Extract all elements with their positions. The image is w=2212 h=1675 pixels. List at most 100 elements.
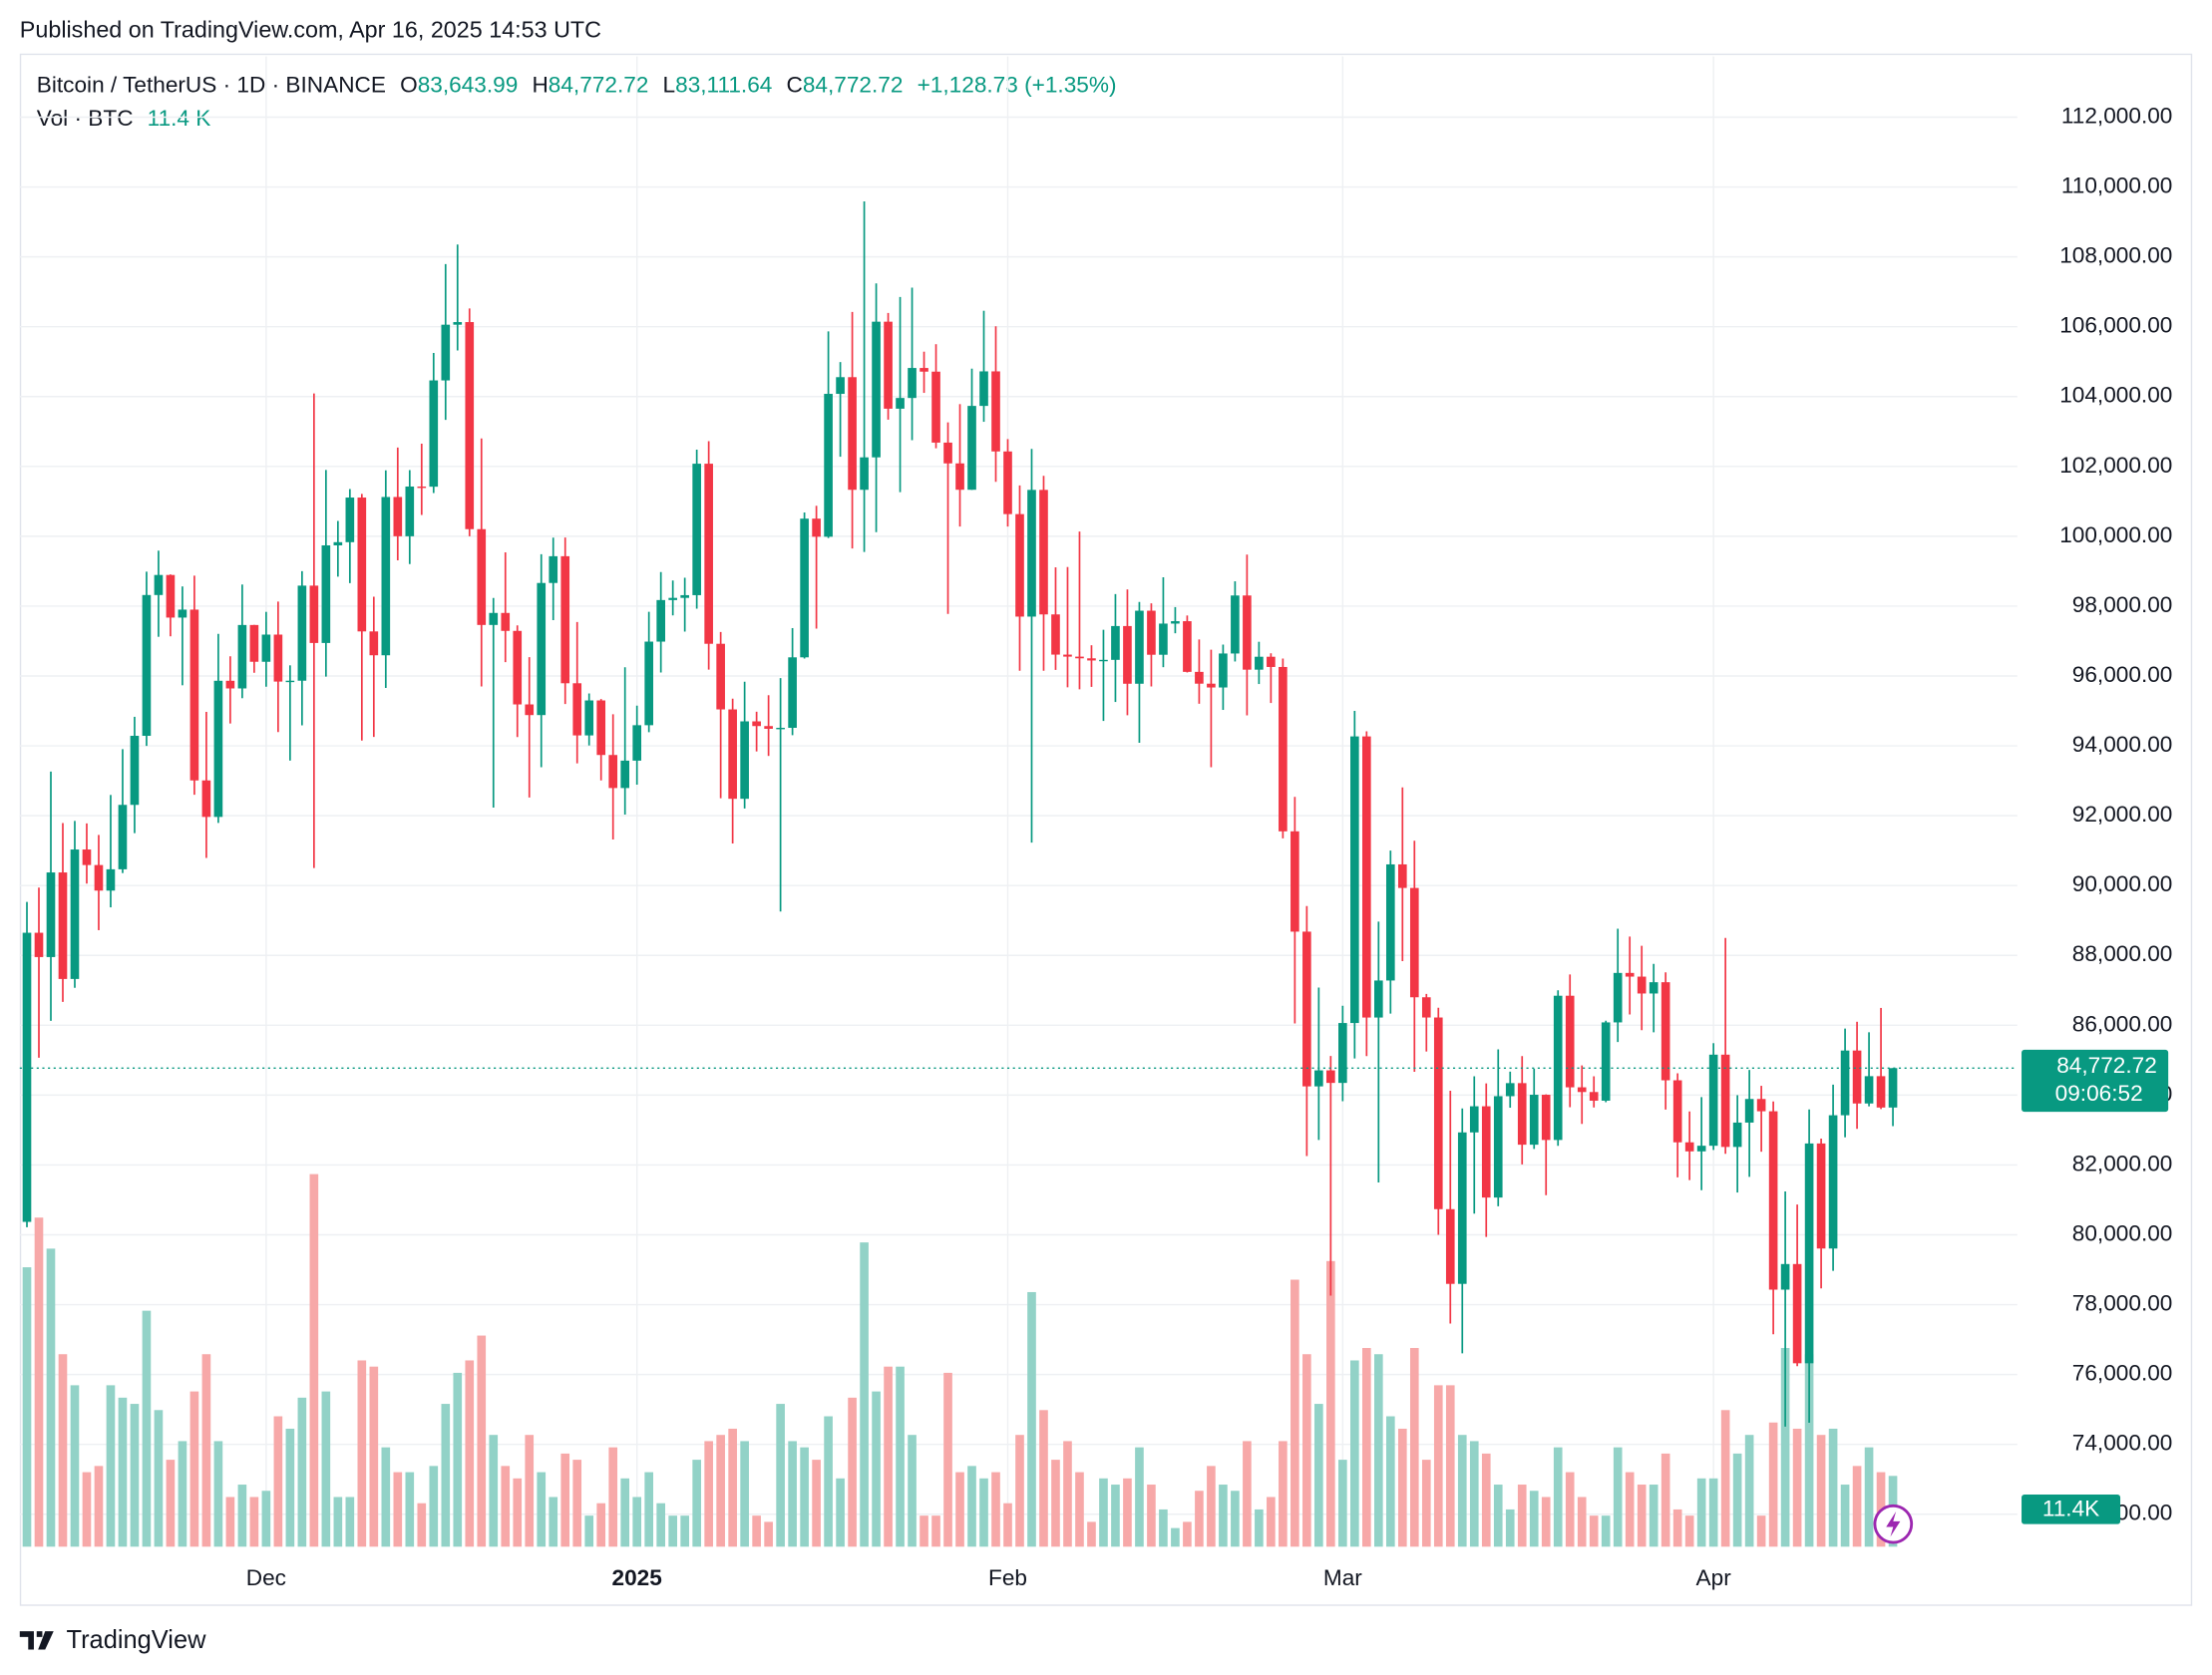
candle-body	[1852, 1050, 1862, 1104]
candle-body	[1015, 513, 1024, 617]
volume-bar	[1469, 1441, 1479, 1547]
candle-body	[716, 643, 725, 710]
candle-body	[788, 657, 797, 728]
volume-bar	[884, 1366, 893, 1547]
volume-pane	[22, 1173, 1898, 1547]
candle-body	[1075, 656, 1084, 659]
candle-body	[1373, 980, 1383, 1018]
volume-bar	[1267, 1497, 1276, 1547]
legend-line: Bitcoin / TetherUS · 1D · BINANCE O83,643…	[37, 72, 1117, 97]
volume-bar	[1326, 1260, 1335, 1547]
volume-bar	[1792, 1428, 1802, 1547]
y-tick-label: 92,000.00	[2072, 802, 2173, 827]
candle-body	[1350, 736, 1359, 1024]
volume-bar	[549, 1497, 558, 1547]
candle-body	[680, 594, 689, 598]
axes: 72,000.0074,000.0076,000.0078,000.0080,0…	[19, 103, 2173, 1590]
volume-bar	[1362, 1348, 1371, 1547]
volume-bar	[513, 1478, 523, 1547]
volume-bar	[740, 1441, 749, 1547]
volume-bar	[1111, 1485, 1120, 1547]
candle-body	[1195, 671, 1204, 684]
candle-body	[920, 368, 928, 372]
volume-bar	[1409, 1348, 1419, 1547]
volume-bar	[680, 1515, 689, 1547]
candle-body	[429, 380, 439, 488]
candle-body	[1565, 995, 1575, 1088]
candle-body	[1231, 595, 1240, 654]
y-tick-label: 76,000.00	[2072, 1361, 2173, 1386]
candle-body	[1756, 1099, 1766, 1112]
volume-bar	[154, 1410, 164, 1547]
volume-bar	[178, 1441, 187, 1547]
volume-bar	[1338, 1460, 1347, 1547]
candle-body	[1888, 1068, 1898, 1108]
candle-body	[1039, 490, 1048, 615]
candle-body	[441, 324, 451, 381]
volume-bar	[1541, 1497, 1551, 1547]
candle-body	[1768, 1111, 1778, 1290]
candle-body	[321, 544, 331, 643]
candle-body	[1314, 1070, 1323, 1087]
candle-body	[489, 612, 499, 625]
volume-bar	[776, 1404, 785, 1547]
candle-body	[572, 683, 582, 736]
candle-body	[1385, 863, 1395, 981]
volume-bar	[58, 1354, 68, 1547]
volume-bar	[860, 1242, 869, 1547]
y-tick-label: 100,000.00	[2059, 522, 2172, 547]
candle-body	[656, 599, 665, 642]
candle-body	[872, 321, 881, 458]
candle-body	[644, 641, 654, 726]
volume-bar	[1051, 1460, 1060, 1547]
volume-bar	[1397, 1428, 1407, 1547]
alert-icon[interactable]	[1873, 1504, 1914, 1544]
candle-body	[1804, 1143, 1814, 1364]
candle-body	[1517, 1083, 1527, 1146]
volume-bar	[1804, 1354, 1814, 1547]
volume-bar	[584, 1515, 594, 1547]
candle-body	[369, 631, 379, 656]
volume-bar	[967, 1466, 976, 1547]
candle-body	[1529, 1095, 1539, 1146]
legend-value: 83,111.64	[675, 72, 772, 97]
volume-bar	[872, 1391, 881, 1547]
volume-bar	[1003, 1503, 1012, 1547]
candle-body	[1433, 1017, 1443, 1209]
y-tick-label: 74,000.00	[2072, 1431, 2173, 1456]
candle-body	[1696, 1146, 1706, 1152]
volume-bar	[1421, 1460, 1431, 1547]
candle-body	[1267, 656, 1276, 667]
candle-body	[1828, 1115, 1838, 1249]
candle-body	[1111, 625, 1120, 660]
brand-name: TradingView	[66, 1626, 206, 1654]
candle-body	[477, 528, 487, 625]
published-note: Published on TradingView.com, Apr 16, 20…	[20, 16, 601, 42]
volume-bar	[620, 1478, 630, 1547]
candle-body	[1792, 1263, 1802, 1364]
volume-bar	[1840, 1485, 1850, 1547]
grid	[19, 56, 2018, 1547]
candle-body	[70, 849, 80, 979]
candle-body	[1135, 610, 1144, 684]
candle-body	[776, 727, 785, 730]
candle-body	[1338, 1023, 1347, 1084]
volume-bar	[1171, 1527, 1180, 1547]
candle-body	[1326, 1070, 1335, 1084]
candle-body	[465, 322, 475, 529]
volume-bar	[1350, 1360, 1359, 1547]
candle-body	[381, 497, 391, 656]
candle-body	[668, 597, 677, 600]
candle-body	[955, 463, 964, 491]
price-badge-label: 84,772.72	[2056, 1053, 2157, 1078]
candle-body	[225, 680, 235, 689]
candle-body	[1864, 1076, 1874, 1104]
candle-body	[513, 630, 523, 705]
candle-body	[860, 457, 869, 491]
candle-body	[848, 377, 857, 491]
candle-body	[1087, 658, 1096, 661]
volume-bar	[572, 1460, 582, 1547]
x-tick-label: 2025	[612, 1565, 662, 1590]
candle-body	[453, 322, 463, 325]
